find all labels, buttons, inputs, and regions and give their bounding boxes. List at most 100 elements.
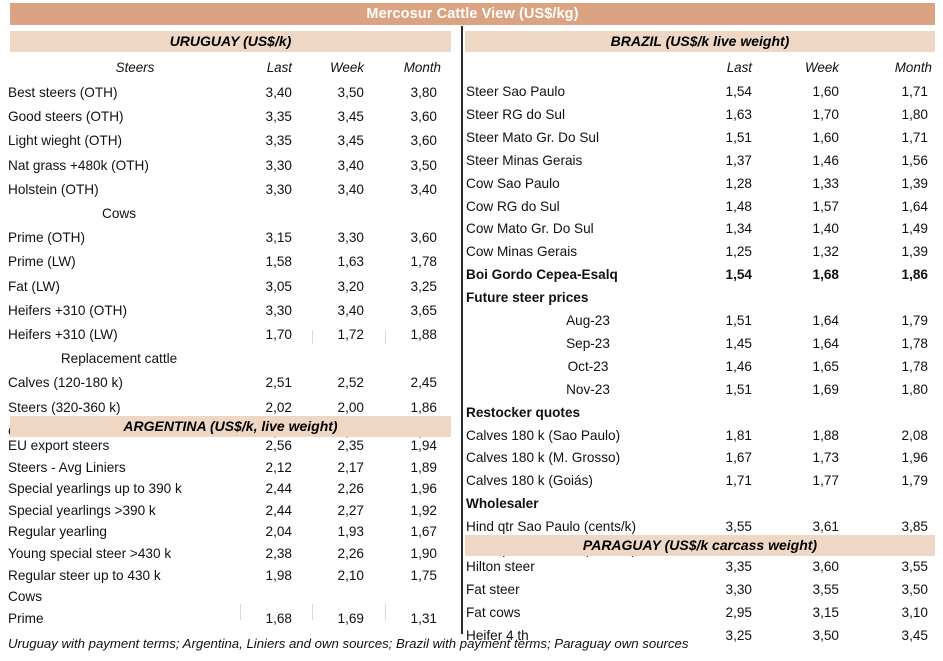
row-value-week: 1,93 — [337, 524, 364, 540]
row-value-last: 1,98 — [265, 567, 292, 583]
row-value-week: 3,60 — [812, 559, 839, 574]
row-value-last: 1,67 — [725, 450, 752, 466]
band-paraguay-label: PARAGUAY (US$/k carcass weight) — [582, 537, 818, 553]
panel-divider — [461, 26, 463, 634]
row-label: Heifers +310 (OTH) — [8, 302, 127, 318]
row-value-week: 3,20 — [337, 278, 364, 294]
row-label: Fat cows — [466, 604, 521, 620]
row-label: Fat steer — [466, 581, 520, 597]
row-value-week: 3,15 — [812, 604, 839, 620]
uruguay-col-month: Month — [403, 60, 441, 75]
row-label: EU export steers — [8, 438, 110, 453]
row-value-month: 1,75 — [410, 567, 437, 583]
row-value-last: 1,51 — [725, 129, 752, 145]
row-value-week: 2,52 — [337, 375, 364, 391]
row-value-last: 1,54 — [725, 267, 752, 283]
row-value-month: 1,88 — [410, 327, 437, 342]
row-label: Cows — [102, 206, 136, 221]
row-value-last: 1,37 — [725, 152, 752, 168]
row-value-month: 1,39 — [901, 175, 928, 191]
row-value-last: 2,04 — [265, 524, 292, 540]
row-value-month: 3,55 — [901, 559, 928, 574]
row-value-week: 1,32 — [812, 244, 839, 260]
row-value-week: 1,70 — [812, 106, 839, 122]
row-value-month: 1,78 — [901, 335, 928, 351]
row-label: Special yearlings up to 390 k — [8, 481, 182, 497]
row-value-month: 2,08 — [901, 427, 928, 443]
row-value-last: 1,46 — [725, 358, 752, 374]
row-value-week: 3,45 — [337, 133, 364, 149]
band-brazil-label: BRAZIL (US$/k live weight) — [610, 33, 790, 49]
row-value-week: 2,27 — [337, 502, 364, 518]
row-value-last: 3,40 — [265, 85, 292, 100]
row-value-week: 1,65 — [812, 358, 839, 374]
row-value-month: 3,50 — [901, 581, 928, 597]
row-value-month: 1,79 — [901, 473, 928, 489]
row-value-month: 1,89 — [410, 459, 437, 475]
row-value-last: 3,30 — [265, 181, 292, 197]
row-value-week: 1,68 — [812, 267, 839, 283]
row-value-month: 3,10 — [901, 604, 928, 620]
row-value-week: 3,40 — [337, 181, 364, 197]
row-label: Calves 180 k (Sao Paulo) — [466, 427, 621, 443]
row-value-month: 3,60 — [410, 230, 437, 246]
row-label: Heifers +310 (LW) — [8, 327, 118, 342]
band-uruguay: URUGUAY (US$/k) — [10, 31, 451, 52]
row-value-month: 1,79 — [901, 313, 928, 328]
row-value-last: 1,34 — [725, 221, 752, 237]
row-label: Prime — [8, 610, 44, 626]
row-label: Cow Mato Gr. Do Sul — [466, 221, 594, 237]
row-value-month: 1,67 — [410, 524, 437, 540]
page-title: Mercosur Cattle View (US$/kg) — [366, 6, 579, 22]
row-label: Future steer prices — [466, 290, 589, 306]
row-label: Replacement cattle — [60, 351, 178, 367]
row-value-month: 1,80 — [901, 106, 928, 122]
uruguay-col-week: Week — [330, 60, 364, 75]
row-value-last: 1,58 — [265, 254, 292, 270]
row-value-week: 2,26 — [337, 546, 364, 561]
row-value-last: 3,25 — [725, 627, 752, 643]
row-value-week: 3,40 — [337, 157, 364, 173]
row-value-month: 3,25 — [410, 278, 437, 294]
row-value-month: 1,94 — [410, 438, 437, 453]
row-label: Light wieght (OTH) — [8, 133, 123, 149]
row-label: Boi Gordo Cepea-Esalq — [466, 267, 618, 283]
row-label: Hilton steer — [466, 559, 535, 574]
row-value-last: 2,51 — [265, 375, 292, 391]
row-value-last: 1,63 — [725, 106, 752, 122]
row-label: Steers (320-360 k) — [8, 399, 121, 415]
row-value-last: 2,38 — [265, 546, 292, 561]
row-value-week: 1,60 — [812, 84, 839, 99]
hairline-4 — [312, 604, 313, 620]
hairline-5 — [385, 604, 386, 620]
row-label: Calves (120-180 k) — [8, 375, 123, 391]
row-label: Steer RG do Sul — [466, 106, 565, 122]
row-value-month: 3,60 — [410, 109, 437, 125]
row-label: Regular steer up to 430 k — [8, 567, 161, 583]
band-argentina: ARGENTINA (US$/k, live weight) — [10, 416, 451, 437]
row-label: Steer Sao Paulo — [466, 84, 565, 99]
row-label: Aug-23 — [566, 313, 610, 328]
row-value-month: 1,49 — [901, 221, 928, 237]
row-label: Hind qtr Sao Paulo (cents/k) — [466, 519, 637, 535]
row-value-week: 3,45 — [337, 109, 364, 125]
row-value-last: 1,71 — [725, 473, 752, 489]
row-value-last: 3,35 — [725, 559, 752, 574]
row-value-month: 1,71 — [901, 84, 928, 99]
hairline-1 — [312, 330, 313, 344]
brazil-col-last: Last — [726, 60, 752, 75]
row-label: Steer Mato Gr. Do Sul — [466, 129, 599, 145]
row-value-week: 1,72 — [337, 327, 364, 342]
row-value-last: 1,51 — [725, 381, 752, 397]
title-band — [10, 3, 935, 25]
row-label: Fat (LW) — [8, 278, 60, 294]
band-argentina-label: ARGENTINA (US$/k, live weight) — [123, 418, 338, 434]
row-label: Cow Sao Paulo — [466, 175, 560, 191]
row-value-last: 3,15 — [265, 230, 292, 246]
brazil-col-month: Month — [894, 60, 932, 75]
row-label: Holstein (OTH) — [8, 181, 99, 197]
row-value-week: 1,73 — [812, 450, 839, 466]
row-label: Young special steer >430 k — [8, 546, 172, 561]
row-value-last: 3,30 — [725, 581, 752, 597]
row-label: Wholesaler — [466, 496, 539, 512]
